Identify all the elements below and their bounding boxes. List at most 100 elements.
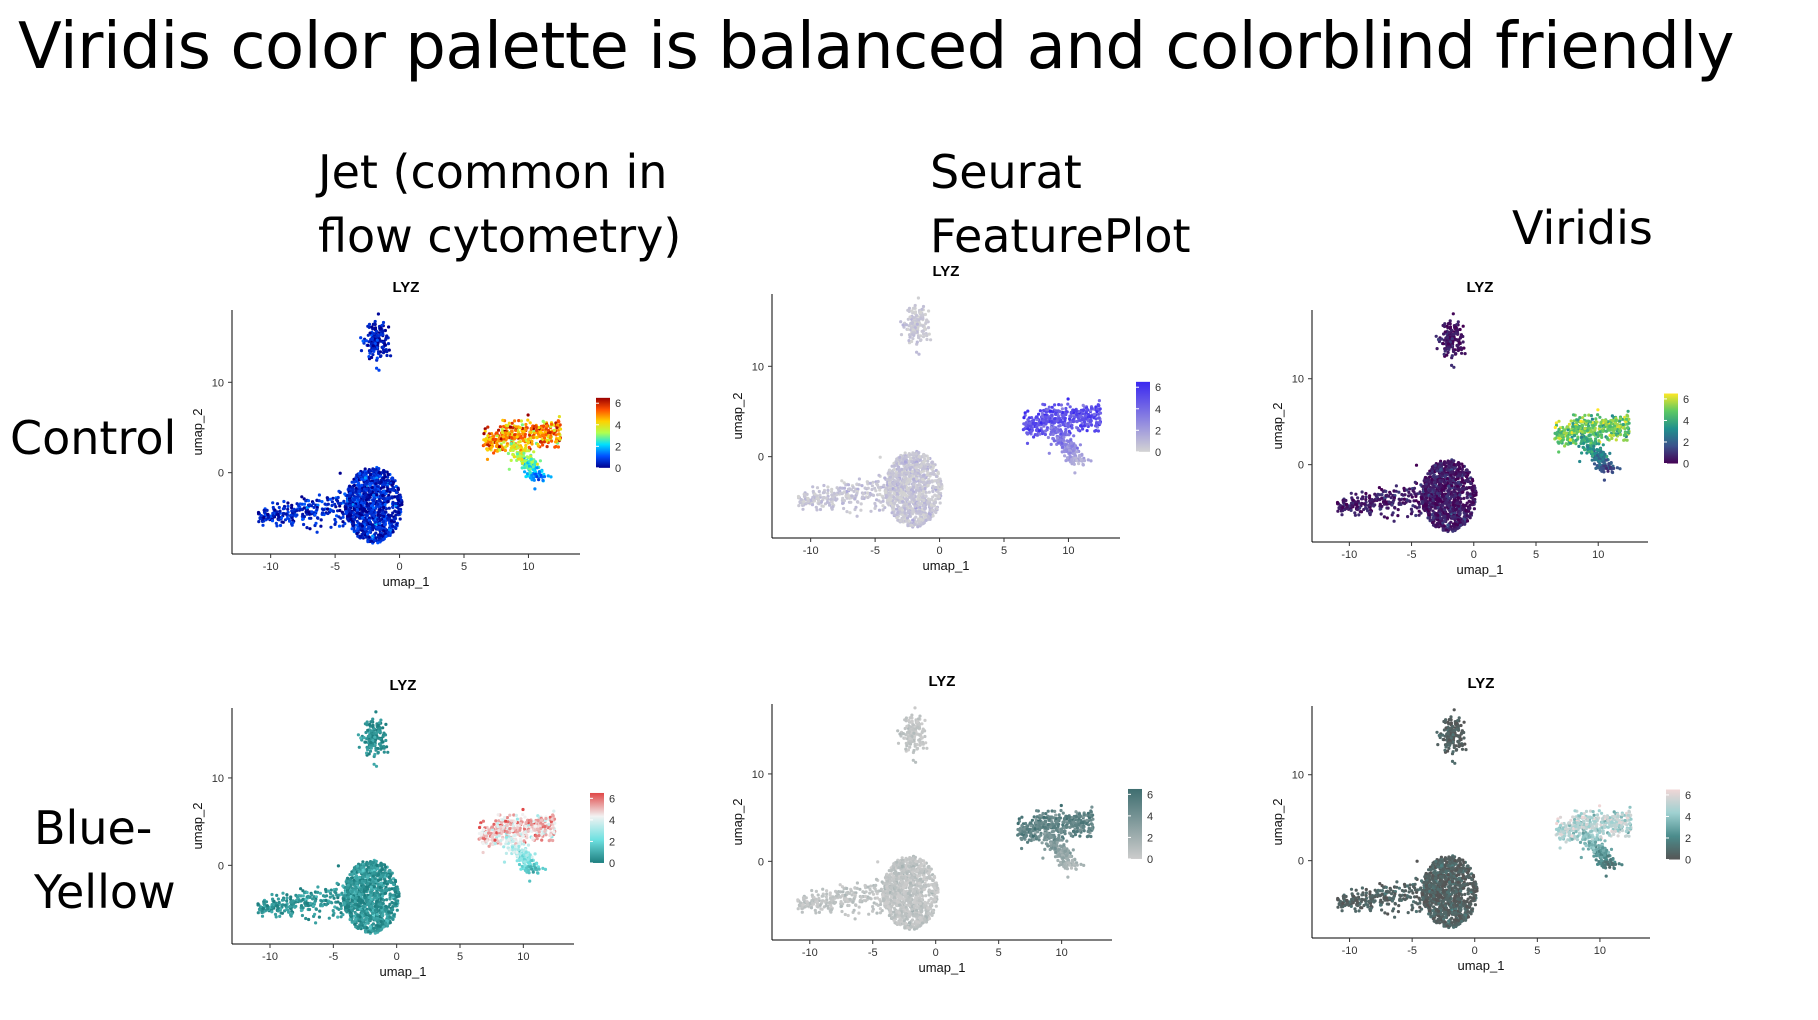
data-point <box>541 433 545 437</box>
data-point <box>1440 337 1444 341</box>
data-point <box>1461 470 1465 474</box>
data-point <box>921 503 925 508</box>
data-point <box>1042 424 1046 428</box>
data-point <box>1453 466 1457 470</box>
data-point <box>895 457 899 461</box>
data-point <box>1444 528 1448 532</box>
data-point <box>516 430 520 434</box>
data-point <box>925 473 929 477</box>
data-point <box>1453 503 1457 507</box>
data-point <box>389 354 393 358</box>
data-point <box>526 418 530 422</box>
x-tick-label: -10 <box>263 561 279 573</box>
data-point <box>1445 477 1450 481</box>
data-point <box>387 497 391 501</box>
data-point <box>492 451 496 455</box>
data-point <box>1062 435 1066 439</box>
data-point <box>892 501 897 505</box>
data-point <box>797 504 801 508</box>
data-point <box>1075 446 1079 450</box>
data-point <box>910 339 914 344</box>
data-point <box>900 467 904 471</box>
data-point <box>1054 427 1058 431</box>
data-point <box>546 474 550 478</box>
data-point <box>1034 428 1039 432</box>
data-point <box>529 436 533 440</box>
data-point <box>1461 519 1465 523</box>
data-point <box>827 501 831 505</box>
data-point <box>900 461 904 465</box>
data-point <box>919 310 923 314</box>
data-point <box>370 485 374 490</box>
data-point <box>923 507 927 511</box>
data-point <box>390 476 394 481</box>
data-point <box>821 504 825 508</box>
y-axis-label: umap_2 <box>730 393 745 440</box>
data-point <box>889 501 893 505</box>
data-point <box>544 427 548 431</box>
data-point <box>1074 409 1078 413</box>
data-point <box>1442 332 1446 336</box>
row-header-line2: Yellow <box>34 865 176 919</box>
data-point <box>1068 454 1072 458</box>
data-point <box>850 494 854 498</box>
data-point <box>1450 484 1454 488</box>
data-point <box>909 453 913 457</box>
data-point <box>842 490 846 494</box>
data-point <box>912 306 916 310</box>
data-point <box>796 494 801 499</box>
data-point <box>1041 419 1045 423</box>
data-point <box>1040 411 1044 416</box>
data-point <box>1063 454 1067 458</box>
data-point <box>1454 522 1458 526</box>
data-point <box>863 486 867 490</box>
data-point <box>888 482 892 486</box>
data-point <box>887 492 892 496</box>
data-point <box>394 513 398 517</box>
data-point <box>347 487 351 491</box>
data-point <box>377 535 381 540</box>
data-point <box>352 494 356 499</box>
data-point <box>276 512 280 516</box>
data-point <box>493 437 498 442</box>
data-point <box>1098 411 1103 415</box>
data-point <box>1057 403 1061 407</box>
data-point <box>521 439 525 443</box>
data-point <box>842 506 846 511</box>
data-point <box>523 470 527 474</box>
data-point <box>388 490 392 494</box>
data-point <box>1037 423 1041 427</box>
data-point <box>341 520 345 524</box>
data-point <box>1078 418 1082 423</box>
data-point <box>548 436 552 440</box>
data-point <box>356 497 361 502</box>
data-point <box>520 423 524 427</box>
data-point <box>926 483 930 488</box>
data-point <box>1022 416 1026 420</box>
data-point <box>286 504 290 508</box>
data-point <box>1038 409 1042 413</box>
data-point <box>1075 420 1079 424</box>
data-point <box>1094 424 1098 428</box>
data-point <box>528 470 532 474</box>
data-point <box>924 494 928 498</box>
data-point <box>1473 497 1477 502</box>
data-point <box>1088 415 1092 419</box>
data-point <box>275 502 280 506</box>
data-point <box>1077 454 1081 458</box>
data-point <box>504 426 508 430</box>
data-point <box>1426 472 1430 476</box>
data-point <box>1098 407 1102 411</box>
panel-title: LYZ <box>933 263 960 280</box>
y-tick-label: 10 <box>752 361 764 373</box>
data-point <box>509 446 513 450</box>
data-point <box>1433 506 1437 510</box>
data-point <box>1454 471 1458 476</box>
data-point <box>391 488 395 492</box>
data-point <box>1453 481 1457 485</box>
data-point <box>483 443 487 447</box>
data-point <box>368 490 372 494</box>
data-point <box>1084 411 1088 415</box>
data-point <box>1049 426 1053 430</box>
data-point <box>853 497 857 501</box>
